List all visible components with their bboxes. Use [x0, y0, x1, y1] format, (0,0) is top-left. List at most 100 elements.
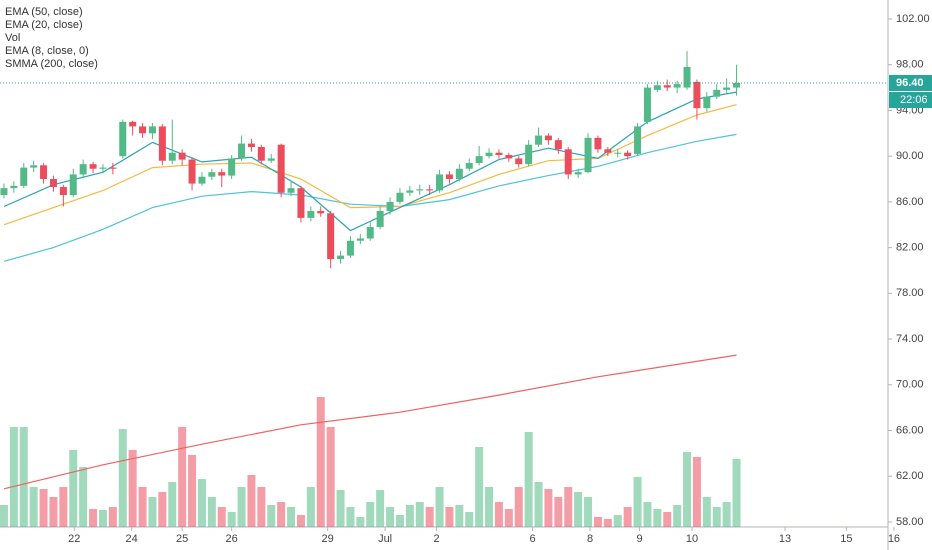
- candle-body: [436, 174, 444, 191]
- candle-body: [703, 96, 711, 109]
- volume-bar: [603, 519, 612, 527]
- candle-body: [257, 147, 265, 161]
- volume-bar: [504, 509, 513, 527]
- volume-bar: [217, 507, 226, 527]
- candle-body: [0, 188, 8, 196]
- volume-bar: [455, 505, 464, 527]
- y-tick-label: 58.00: [896, 516, 924, 528]
- candle-body: [366, 227, 374, 239]
- candle-body: [307, 211, 315, 218]
- candle-body: [515, 158, 523, 165]
- volume-bar: [197, 479, 206, 527]
- volume-bar: [643, 502, 652, 527]
- indicator-line: [3, 133, 737, 262]
- candle-body: [356, 238, 364, 241]
- volume-bar: [405, 505, 414, 527]
- candle-body: [713, 89, 721, 97]
- legend-entry: EMA (8, close, 0): [5, 45, 89, 57]
- countdown-box: [889, 91, 932, 108]
- volume-bar: [356, 517, 365, 527]
- candle-body: [554, 140, 562, 150]
- candle-body: [544, 135, 552, 141]
- x-tick-label: 8: [587, 533, 593, 545]
- volume-bar: [564, 487, 573, 527]
- candle-body: [416, 189, 424, 191]
- volume-bar: [395, 515, 404, 527]
- volume-bar: [692, 457, 701, 527]
- candle-body: [614, 152, 622, 154]
- candle-body: [733, 82, 741, 88]
- candle-body: [594, 137, 602, 150]
- candle-body: [99, 167, 107, 169]
- volume-bar: [79, 467, 88, 527]
- candle-body: [525, 144, 533, 165]
- candle-body: [287, 188, 295, 193]
- candle-body: [406, 190, 414, 193]
- volume-bar: [534, 482, 543, 527]
- x-tick-label: 10: [686, 533, 698, 545]
- y-tick-label: 70.00: [896, 379, 924, 391]
- candle-body: [485, 152, 493, 157]
- volume-bar: [554, 497, 563, 527]
- last-price-label: 96.40: [896, 77, 924, 89]
- volume-bar: [39, 489, 48, 527]
- candle-body: [109, 167, 117, 169]
- volume-bar: [148, 497, 157, 527]
- volume-bar: [415, 502, 424, 527]
- candle-body: [604, 149, 612, 153]
- candle-body: [643, 87, 651, 122]
- volume-bar: [623, 507, 632, 527]
- legend-entry: SMMA (200, close): [5, 58, 98, 70]
- volume-bar: [435, 487, 444, 527]
- candle-body: [455, 168, 463, 180]
- volume-bar: [89, 509, 98, 527]
- indicator-line: [3, 104, 737, 226]
- candle-body: [376, 211, 384, 228]
- x-tick-label: 6: [530, 533, 536, 545]
- volume-bar: [138, 487, 147, 527]
- candle-body: [40, 165, 48, 180]
- candle-body: [198, 176, 206, 184]
- y-tick-label: 82.00: [896, 242, 924, 254]
- volume-bar: [178, 427, 187, 527]
- candle-body: [49, 179, 57, 188]
- candle-body: [337, 255, 345, 260]
- y-tick-label: 62.00: [896, 470, 924, 482]
- volume-bar: [722, 502, 731, 527]
- volume-bar: [326, 427, 335, 527]
- y-tick-label: 74.00: [896, 333, 924, 345]
- y-tick-label: 78.00: [896, 287, 924, 299]
- volume-bar: [475, 447, 484, 527]
- candle-body: [20, 167, 28, 186]
- volume-bar: [98, 510, 107, 527]
- volume-bar: [227, 512, 236, 527]
- candle-body: [168, 152, 176, 161]
- x-tick-label: 15: [840, 533, 852, 545]
- candle-body: [178, 152, 186, 160]
- volume-bar: [296, 515, 305, 527]
- candle-body: [653, 85, 661, 90]
- candle-body: [564, 149, 572, 175]
- x-tick-label: 16: [888, 533, 900, 545]
- candle-body: [188, 159, 196, 184]
- volume-bar: [653, 509, 662, 527]
- volume-bar: [188, 455, 197, 527]
- candle-body: [277, 144, 285, 193]
- volume-bar: [237, 487, 246, 527]
- volume-bar: [633, 477, 642, 527]
- volume-bar: [128, 450, 137, 527]
- y-tick-label: 102.00: [896, 13, 930, 25]
- y-tick-label: 86.00: [896, 196, 924, 208]
- candle-body: [693, 81, 701, 109]
- volume-bar: [49, 497, 58, 527]
- volume-bar: [683, 452, 692, 527]
- candle-body: [59, 187, 67, 196]
- candle-body: [148, 126, 156, 134]
- volume-bar: [29, 487, 38, 527]
- volume-bar: [69, 450, 78, 527]
- candle-body: [247, 143, 255, 148]
- countdown-label: 22:06: [900, 94, 928, 106]
- volume-bar: [732, 459, 741, 527]
- volume-bar: [257, 487, 266, 527]
- last-price-box: [889, 74, 932, 91]
